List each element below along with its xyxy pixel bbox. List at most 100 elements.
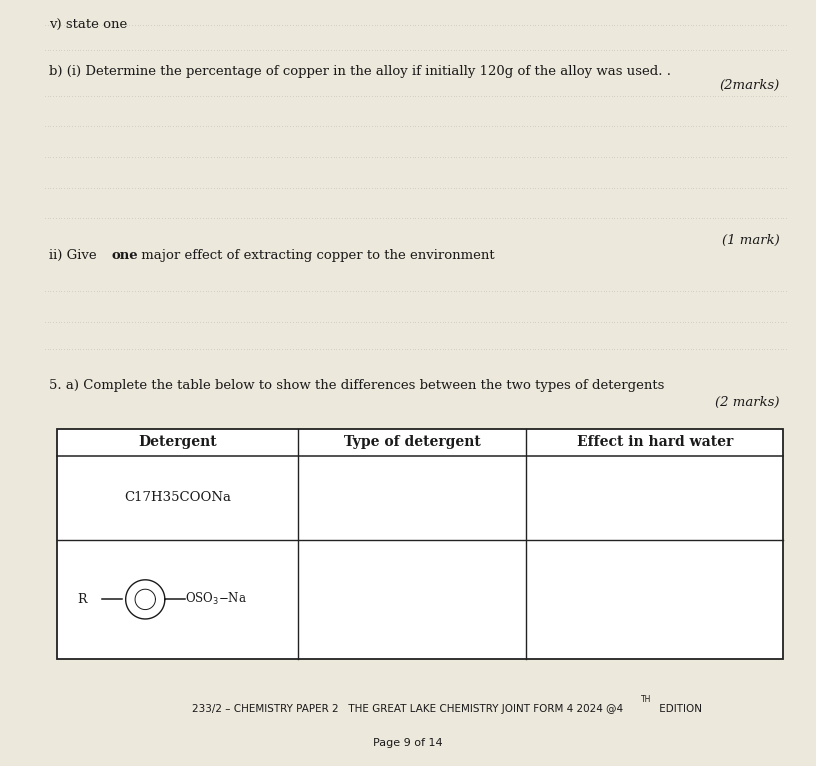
- Point: [392, 90, 406, 102]
- Point: [512, 44, 526, 56]
- Point: [126, 212, 139, 224]
- Point: [392, 151, 406, 163]
- Point: [164, 18, 177, 31]
- Point: [529, 90, 542, 102]
- Point: [450, 182, 463, 194]
- Point: [779, 18, 792, 31]
- Point: [352, 285, 365, 297]
- Point: [95, 285, 109, 297]
- Point: [728, 182, 741, 194]
- Point: [515, 90, 528, 102]
- Point: [671, 151, 684, 163]
- Point: [561, 316, 574, 328]
- Point: [488, 18, 501, 31]
- Point: [420, 18, 433, 31]
- Point: [466, 212, 479, 224]
- Point: [264, 285, 277, 297]
- Point: [700, 316, 713, 328]
- Point: [665, 90, 678, 102]
- Point: [354, 316, 367, 328]
- Point: [158, 44, 171, 56]
- Point: [712, 120, 725, 133]
- Point: [747, 285, 760, 297]
- Point: [313, 44, 326, 56]
- Point: [150, 342, 163, 355]
- Point: [362, 120, 375, 133]
- Point: [44, 316, 57, 328]
- Point: [657, 90, 670, 102]
- Point: [526, 18, 539, 31]
- Point: [112, 342, 125, 355]
- Point: [188, 212, 202, 224]
- Point: [368, 44, 381, 56]
- Point: [311, 44, 324, 56]
- Point: [126, 342, 139, 355]
- Point: [679, 342, 692, 355]
- Point: [126, 151, 139, 163]
- Point: [466, 44, 479, 56]
- Point: [118, 342, 131, 355]
- Point: [79, 342, 92, 355]
- Point: [619, 342, 632, 355]
- Point: [234, 212, 247, 224]
- Point: [284, 182, 297, 194]
- Point: [690, 342, 703, 355]
- Point: [47, 212, 60, 224]
- Point: [128, 285, 141, 297]
- Point: [643, 285, 656, 297]
- Point: [521, 120, 534, 133]
- Point: [362, 44, 375, 56]
- Point: [608, 316, 621, 328]
- Point: [311, 151, 324, 163]
- Point: [703, 182, 716, 194]
- Point: [523, 342, 536, 355]
- Point: [690, 90, 703, 102]
- Point: [717, 316, 730, 328]
- Text: 233/2 – CHEMISTRY PAPER 2   THE GREAT LAKE CHEMISTRY JOINT FORM 4 2024 @4: 233/2 – CHEMISTRY PAPER 2 THE GREAT LAKE…: [193, 703, 623, 714]
- Point: [531, 18, 544, 31]
- Point: [431, 18, 444, 31]
- Point: [297, 212, 310, 224]
- Point: [164, 285, 177, 297]
- Point: [779, 90, 792, 102]
- Point: [638, 44, 651, 56]
- Point: [161, 212, 174, 224]
- Point: [431, 285, 444, 297]
- Point: [140, 342, 153, 355]
- Point: [166, 182, 180, 194]
- Point: [148, 120, 161, 133]
- Point: [531, 212, 544, 224]
- Point: [55, 18, 68, 31]
- Point: [327, 151, 340, 163]
- Point: [98, 212, 111, 224]
- Point: [156, 212, 169, 224]
- Point: [537, 285, 550, 297]
- Point: [518, 212, 531, 224]
- Point: [376, 18, 389, 31]
- Point: [445, 90, 458, 102]
- Point: [197, 316, 210, 328]
- Point: [578, 285, 591, 297]
- Point: [635, 316, 648, 328]
- Point: [586, 18, 599, 31]
- Point: [213, 316, 226, 328]
- Point: [101, 120, 114, 133]
- Point: [300, 342, 313, 355]
- Point: [676, 120, 689, 133]
- Point: [109, 18, 122, 31]
- Point: [581, 182, 594, 194]
- Point: [144, 44, 157, 56]
- Point: [335, 182, 348, 194]
- Point: [679, 285, 692, 297]
- Point: [370, 182, 384, 194]
- Point: [140, 285, 153, 297]
- Point: [112, 285, 125, 297]
- Point: [366, 151, 379, 163]
- Point: [297, 316, 310, 328]
- Point: [106, 90, 119, 102]
- Point: [777, 285, 790, 297]
- Point: [158, 212, 171, 224]
- Point: [177, 285, 190, 297]
- Point: [728, 90, 741, 102]
- Point: [270, 182, 283, 194]
